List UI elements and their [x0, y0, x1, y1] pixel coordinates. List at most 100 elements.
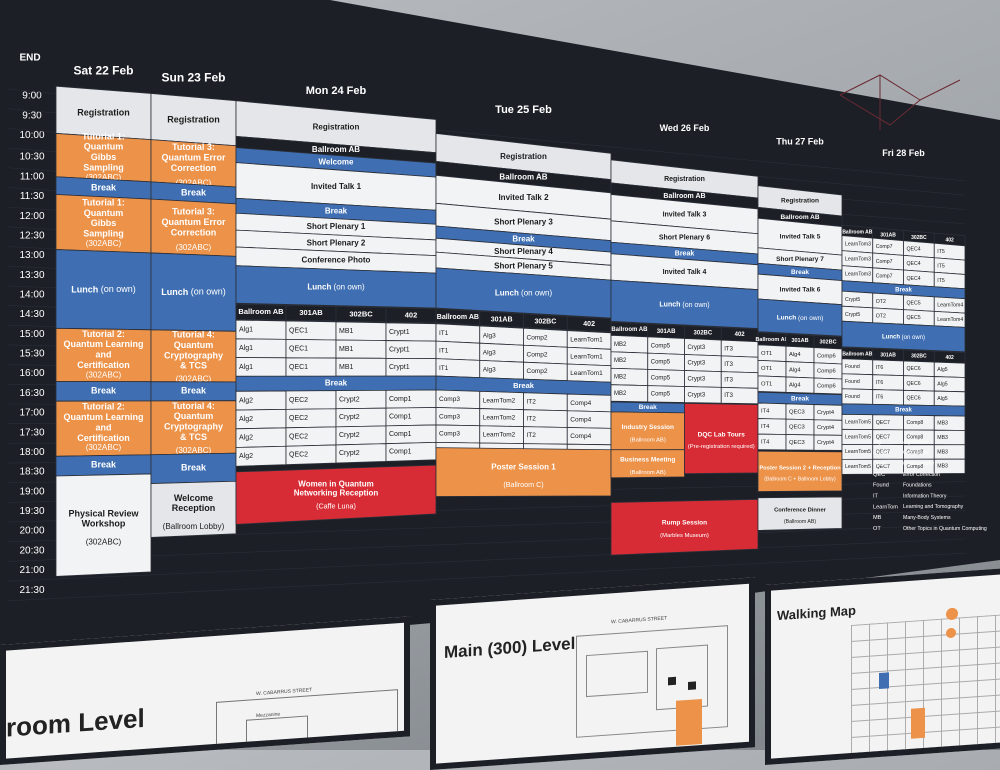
sat-lunch-label: Lunch (on own)	[71, 285, 136, 295]
thu-break2-label: Break	[791, 396, 809, 403]
mon-rooms-header-text: 301AB	[299, 308, 323, 317]
fri-session-d-cell-text: Comp8	[907, 449, 924, 455]
street-label: W. CABARRUS STREET	[611, 615, 668, 626]
wed-session-a-cell-text: MB2	[614, 391, 627, 397]
day-header-tue: Tue 25 Feb	[495, 104, 552, 116]
fri-session-c-cell-text: QEC6	[907, 395, 921, 401]
mon-session-a-cell-text: QEC1	[289, 346, 308, 353]
main-level-title: Main (300) Level	[444, 633, 576, 663]
time-label: 17:00	[19, 408, 44, 419]
mon-session-a-cell-text: MB1	[339, 328, 354, 335]
mon-session-b-cell-text: Alg2	[239, 434, 253, 441]
legend-desc: Algorithms	[903, 439, 928, 445]
fri-session-a-cell-text: QEC4	[907, 261, 921, 267]
sat-tutorial2b-label: Certification	[77, 433, 130, 443]
fri-session-b-cell-text: LearnTom4	[937, 317, 963, 323]
sun-tutorial4a-room: (302ABC)	[176, 375, 212, 384]
legend-abbr: MB	[873, 515, 882, 521]
legend-desc: Foundations	[903, 483, 932, 489]
day-header-thu: Thu 27 Feb	[776, 136, 824, 146]
fri-session-c-cell-text: Alg5	[937, 382, 947, 388]
sun-tutorial3a-room: (302ABC)	[176, 178, 212, 187]
wed-session-a-cell-text: MB2	[614, 375, 627, 381]
tue-invited-label: Invited Talk 2	[498, 193, 549, 202]
day-header-sat: Sat 22 Feb	[73, 64, 133, 78]
legend-desc: Learning and Tomography	[903, 504, 964, 510]
mon-session-b-cell-text: Crypt2	[339, 396, 360, 403]
sat-tutorial2a-label: Quantum Learning	[63, 339, 143, 349]
tue-session-b-cell-text: Comp3	[439, 431, 460, 438]
sat-tutorial2a-label: and	[95, 349, 111, 359]
fri-session-a-cell-text: Comp7	[876, 244, 893, 250]
wed-session-a-cell-text: Comp5	[651, 343, 671, 349]
thu-session-b-cell-text: QEC3	[789, 409, 805, 415]
wed-ballroom-label: Ballroom AB	[663, 193, 705, 200]
sun-registration-label: Registration	[167, 114, 220, 124]
thu-session-b-cell-text: Crypt4	[817, 425, 835, 431]
tue-rooms-header-text: 301AB	[491, 316, 513, 323]
thu-dinner-label: Conference Dinner	[774, 507, 827, 513]
mon-session-a-cell-text: QEC1	[289, 364, 308, 371]
thu-dinner	[757, 496, 843, 531]
mon-registration-label: Registration	[313, 122, 360, 131]
wed-session-a-cell-text: IT3	[724, 393, 733, 399]
wed-dqc-room: (Pre-registration required)	[688, 444, 755, 450]
thu-session-a-cell-text: OT1	[761, 366, 772, 372]
sun-tutorial3b-label: Quantum Error	[161, 217, 226, 227]
grid-line	[7, 538, 966, 582]
tue-session-b-cell-text: Comp4	[570, 400, 591, 407]
fri-session-d-cell-text: MB3	[937, 435, 948, 441]
tue-session-b-cell-text: Comp4	[570, 416, 591, 423]
fri-session-b-cell-text: OT2	[876, 299, 886, 305]
sun-tutorial3b-label: Correction	[171, 227, 217, 237]
time-label: 15:00	[19, 329, 44, 340]
sat-tutorial1a-label: Sampling	[83, 162, 124, 172]
sat-tutorial1b-label: Sampling	[83, 229, 124, 239]
wed-rooms-header-text: 301AB	[657, 329, 676, 335]
thu-invited6-label: Invited Talk 6	[780, 286, 821, 293]
time-label: 10:00	[19, 130, 44, 141]
tue-break2-label: Break	[513, 381, 535, 390]
fri-break2-label: Break	[895, 408, 912, 414]
fri-rooms-b-header-text: 402	[945, 355, 954, 361]
legend-desc: Many-Body Systems	[903, 515, 951, 521]
decorative-lines	[839, 74, 961, 130]
thu-rooms-header-text: 301AB	[791, 338, 808, 344]
sat-tutorial1a-label: Quantum	[84, 142, 124, 152]
wed-invited3-label: Invited Talk 3	[663, 211, 707, 218]
sat-workshop-label: Workshop	[82, 519, 126, 529]
sun-tutorial3b-room: (302ABC)	[176, 243, 212, 252]
fri-session-d-cell	[933, 458, 966, 475]
tue-session-a-cell-text: Comp2	[527, 335, 548, 342]
thu-session-a-cell-text: Alg4	[789, 352, 801, 358]
mon-session-a-cell-text: MB1	[339, 364, 354, 371]
fri-session-c-cell-text: Found	[845, 394, 860, 400]
fri-session-a-cell-text: Comp7	[876, 259, 893, 265]
mon-session-b-cell-text: QEC2	[289, 452, 308, 459]
wed-break1-label: Break	[675, 251, 695, 258]
fri-session-c-cell-text: Found	[845, 364, 860, 370]
thu-session-a-cell-text: OT1	[761, 382, 772, 388]
wed-rump-label: Rump Session	[662, 519, 707, 526]
tue-session-a-cell-text: LearnTom1	[570, 337, 603, 344]
walking-map-title: Walking Map	[777, 602, 856, 624]
fri-rooms-a-header-text: 301AB	[880, 232, 896, 238]
fri-session-b-cell-text: OT2	[876, 314, 886, 320]
mon-session-b-cell-text: QEC2	[289, 433, 308, 440]
fri-session-d-cell-text: Comp8	[907, 420, 924, 426]
end-label: END	[19, 53, 40, 64]
mon-welcome-label: Welcome	[319, 158, 355, 167]
fri-session-d-cell-text: QEC7	[876, 449, 890, 455]
mon-rooms-header-text: 402	[405, 310, 418, 319]
sat-tutorial1b-room: (302ABC)	[86, 239, 122, 248]
day-header-wed: Wed 26 Feb	[660, 123, 710, 133]
fri-session-a-cell-text: LearnTom3	[845, 272, 871, 278]
tue-rooms-header-text: 302BC	[534, 319, 556, 326]
sun-reception-room: (Ballroom Lobby)	[163, 522, 225, 531]
wed-session-a-cell-text: IT3	[724, 378, 733, 384]
wed-plenary6-label: Short Plenary 6	[659, 235, 710, 242]
thu-session-a-cell-text: Alg4	[789, 367, 801, 373]
sun-break1-label: Break	[181, 187, 207, 197]
wed-dqc-label: DQC Lab Tours	[698, 431, 746, 438]
